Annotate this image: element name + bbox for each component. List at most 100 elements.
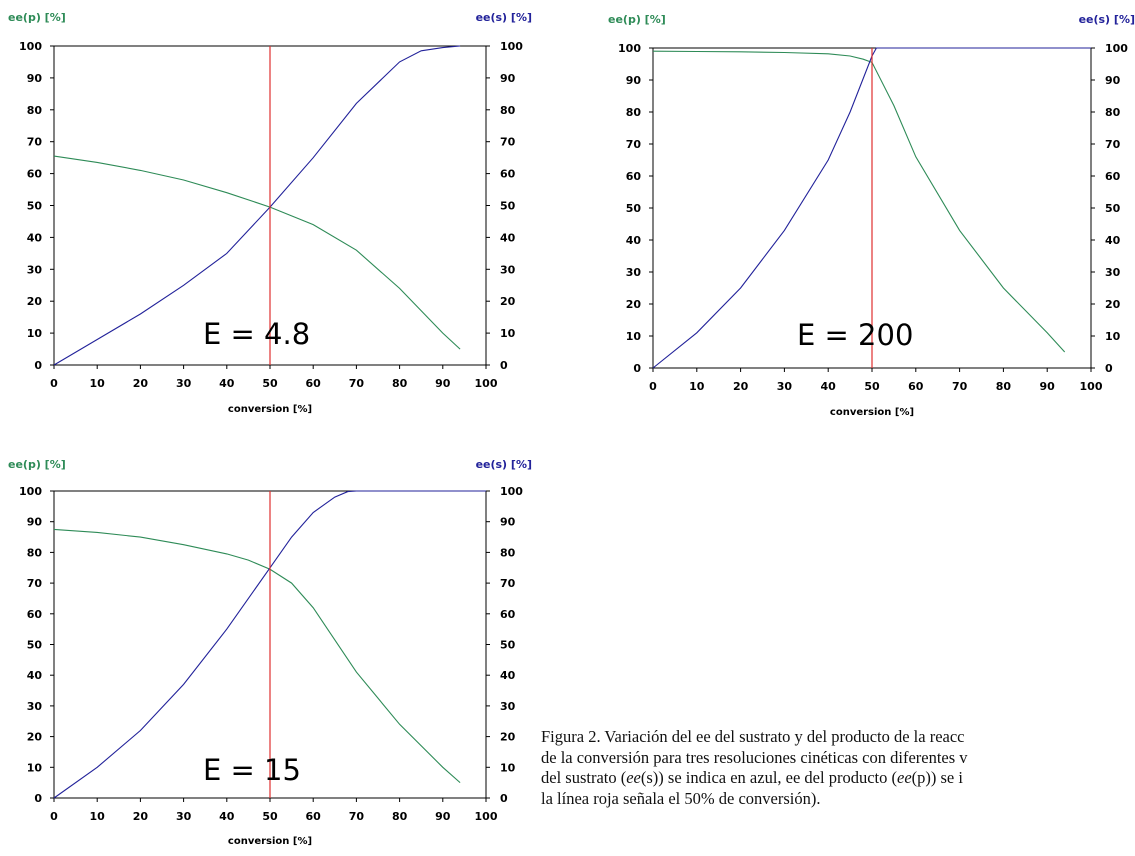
chart-e-4-8: 0 0 10 10 20 20 30 30 40 40 50 50 60 60 70 70 80 80 90 90 10…	[0, 0, 545, 425]
x-axis-label: conversion [%]	[830, 407, 914, 418]
y-tick-label-right: 30	[500, 263, 516, 276]
y-tick-label-right: 10	[1105, 330, 1121, 343]
y-tick-label-left: 70	[27, 577, 43, 590]
x-tick-label: 20	[133, 810, 149, 823]
figure-caption: Figura 2. Variación del ee del sustrato …	[541, 727, 1135, 809]
y-tick-label-right: 50	[1105, 202, 1121, 215]
y-tick-label-right: 0	[1105, 362, 1113, 375]
y-axis-label-left: ee(p) [%]	[608, 13, 666, 26]
y-tick-label-left: 70	[626, 138, 642, 151]
y-tick-label-right: 0	[500, 792, 508, 805]
y-tick-label-left: 0	[34, 359, 42, 372]
y-tick-label-left: 60	[27, 168, 43, 181]
x-tick-label: 0	[50, 377, 58, 390]
y-tick-label-right: 30	[500, 700, 516, 713]
y-tick-label-left: 70	[27, 136, 43, 149]
y-tick-label-left: 30	[27, 700, 43, 713]
x-tick-label: 90	[435, 810, 451, 823]
y-axis-label-left: ee(p) [%]	[8, 11, 66, 24]
y-tick-label-left: 90	[27, 516, 43, 529]
x-tick-label: 70	[349, 810, 365, 823]
y-tick-label-left: 50	[27, 200, 43, 213]
y-tick-label-left: 30	[27, 263, 43, 276]
x-tick-label: 0	[649, 380, 657, 393]
y-tick-label-right: 90	[500, 72, 516, 85]
x-tick-label: 90	[435, 377, 451, 390]
x-tick-label: 90	[1040, 380, 1056, 393]
y-tick-label-left: 40	[27, 231, 43, 244]
y-tick-label-left: 10	[27, 761, 43, 774]
series-line-ee-p	[652, 50, 1066, 353]
chart-e-15: 0 0 10 10 20 20 30 30 40 40 50 50 60 60 70 70 80 80 90 90 10…	[0, 448, 545, 856]
x-tick-label: 10	[90, 377, 106, 390]
series-line-ee-p	[53, 528, 461, 784]
y-tick-label-right: 30	[1105, 266, 1121, 279]
caption-line: de la conversión para tres resoluciones …	[541, 747, 968, 767]
y-tick-label-right: 70	[500, 577, 516, 590]
x-tick-label: 70	[349, 377, 365, 390]
y-tick-label-right: 70	[1105, 138, 1121, 151]
x-tick-label: 50	[864, 380, 880, 393]
y-tick-label-right: 50	[500, 639, 516, 652]
y-tick-label-right: 20	[500, 295, 516, 308]
y-tick-label-right: 100	[500, 40, 523, 53]
x-tick-label: 50	[262, 377, 278, 390]
y-tick-label-left: 10	[626, 330, 642, 343]
x-tick-label: 60	[908, 380, 924, 393]
series-line-ee-s	[53, 45, 461, 366]
y-tick-label-left: 50	[626, 202, 642, 215]
y-axis-label-right: ee(s) [%]	[476, 11, 532, 24]
y-tick-label-right: 60	[1105, 170, 1121, 183]
x-tick-label: 80	[392, 377, 408, 390]
y-tick-label-right: 40	[500, 231, 516, 244]
x-tick-label: 30	[777, 380, 793, 393]
y-tick-label-left: 0	[633, 362, 641, 375]
caption-line: del sustrato (ee(s)) se indica en azul, …	[541, 768, 963, 788]
x-tick-label: 30	[176, 377, 192, 390]
caption-line: la línea roja señala el 50% de conversió…	[541, 788, 821, 808]
x-axis-label: conversion [%]	[228, 836, 312, 847]
y-tick-label-right: 90	[1105, 74, 1121, 87]
y-tick-label-left: 40	[626, 234, 642, 247]
y-tick-label-right: 80	[500, 546, 516, 559]
y-tick-label-right: 40	[1105, 234, 1121, 247]
e-value-annotation: E = 4.8	[203, 317, 310, 351]
x-tick-label: 0	[50, 810, 58, 823]
x-tick-label: 80	[996, 380, 1012, 393]
x-tick-label: 10	[689, 380, 705, 393]
y-axis-label-left: ee(p) [%]	[8, 458, 66, 471]
y-tick-label-right: 80	[1105, 106, 1121, 119]
y-tick-label-left: 60	[27, 608, 43, 621]
y-tick-label-left: 80	[27, 546, 43, 559]
y-tick-label-left: 20	[626, 298, 642, 311]
x-tick-label: 40	[219, 377, 235, 390]
x-tick-label: 70	[952, 380, 968, 393]
y-tick-label-left: 100	[19, 40, 42, 53]
x-tick-label: 40	[219, 810, 235, 823]
y-tick-label-right: 100	[1105, 42, 1128, 55]
y-tick-label-left: 40	[27, 669, 43, 682]
y-tick-label-left: 30	[626, 266, 642, 279]
x-tick-label: 40	[821, 380, 837, 393]
y-tick-label-right: 40	[500, 669, 516, 682]
x-tick-label: 20	[133, 377, 149, 390]
caption-line: Figura 2. Variación del ee del sustrato …	[541, 727, 965, 746]
x-tick-label: 60	[306, 810, 322, 823]
y-tick-label-left: 20	[27, 295, 43, 308]
y-tick-label-left: 10	[27, 327, 43, 340]
y-tick-label-left: 90	[626, 74, 642, 87]
y-tick-label-right: 100	[500, 485, 523, 498]
y-tick-label-left: 100	[618, 42, 641, 55]
y-tick-label-right: 60	[500, 168, 516, 181]
y-tick-label-right: 20	[1105, 298, 1121, 311]
series-line-ee-s	[652, 47, 1091, 369]
y-tick-label-left: 100	[19, 485, 42, 498]
series-line-ee-s	[53, 490, 486, 799]
x-tick-label: 80	[392, 810, 408, 823]
e-value-annotation: E = 200	[797, 318, 913, 352]
y-tick-label-left: 50	[27, 639, 43, 652]
y-tick-label-right: 10	[500, 327, 516, 340]
x-tick-label: 100	[475, 377, 498, 390]
chart-e-200: 0 0 10 10 20 20 30 30 40 40 50 50 60 60 70 70 80 80 90 90 10…	[600, 0, 1135, 430]
y-tick-label-right: 70	[500, 136, 516, 149]
